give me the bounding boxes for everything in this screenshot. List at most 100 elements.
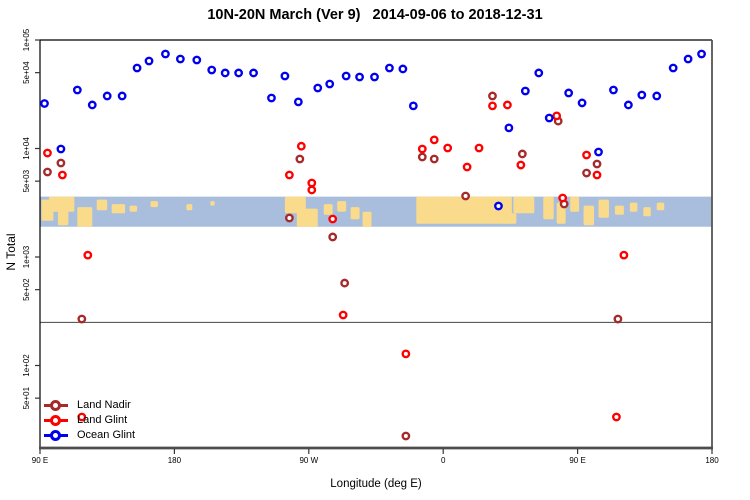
legend-item-ocean-glint: Ocean Glint <box>44 428 135 443</box>
land-patch <box>111 204 126 214</box>
data-point-land-glint <box>43 148 52 158</box>
data-point-land-glint <box>83 250 93 260</box>
data-point-ocean-glint <box>494 201 503 211</box>
data-point-ocean-glint <box>325 79 335 89</box>
data-point-land-glint <box>284 170 294 180</box>
legend-label: Land Glint <box>77 414 128 426</box>
land-patch <box>643 207 651 217</box>
land-patch <box>513 196 535 214</box>
data-point-land-glint <box>619 250 629 260</box>
data-point-land-nadir <box>340 278 350 288</box>
land-patch <box>210 201 215 206</box>
data-point-ocean-glint <box>102 91 112 101</box>
x-tick-label: 90 W <box>299 456 318 465</box>
x-tick-label: 90 E <box>32 456 48 465</box>
y-tick-label: 1e+02 <box>22 354 31 377</box>
world-map-band <box>40 196 712 227</box>
data-point-ocean-glint <box>220 68 230 78</box>
data-point-ocean-glint <box>192 55 202 65</box>
data-point-ocean-glint <box>564 88 574 98</box>
data-point-land-glint <box>516 160 526 170</box>
x-tick-label: 90 E <box>569 456 585 465</box>
data-point-land-nadir <box>582 168 591 178</box>
data-point-land-glint <box>558 193 568 203</box>
legend-label: Land Nadir <box>77 399 131 411</box>
data-point-land-glint <box>307 178 317 188</box>
land-patch <box>296 208 318 227</box>
data-point-ocean-glint <box>385 63 394 73</box>
land-patch <box>570 196 580 212</box>
data-point-ocean-glint <box>697 49 706 59</box>
land-patch <box>507 213 517 224</box>
data-point-ocean-glint <box>504 123 514 133</box>
x-tick-label: 0 <box>441 456 446 465</box>
land-patch <box>96 199 108 211</box>
data-point-ocean-glint <box>534 68 544 78</box>
x-axis-label: Longitude (deg E) <box>330 478 422 490</box>
data-point-land-nadir <box>284 213 294 223</box>
data-point-ocean-glint <box>577 98 587 108</box>
data-point-ocean-glint <box>249 68 258 78</box>
data-point-land-nadir <box>517 149 527 159</box>
data-point-land-glint <box>328 214 338 224</box>
data-point-land-glint <box>307 185 317 195</box>
land-patch <box>323 204 333 215</box>
data-point-ocean-glint <box>355 72 364 82</box>
data-point-land-glint <box>429 135 439 145</box>
data-point-land-nadir <box>328 232 338 242</box>
data-point-ocean-glint <box>683 54 693 64</box>
data-point-land-glint <box>443 143 453 153</box>
y-tick-label: 5e+02 <box>22 278 31 301</box>
land-patch <box>656 202 665 211</box>
data-point-ocean-glint <box>668 63 678 73</box>
data-point-land-glint <box>474 143 484 153</box>
data-point-ocean-glint <box>144 56 154 66</box>
land-patch <box>598 199 609 218</box>
data-point-land-glint <box>296 141 306 151</box>
x-tick-label: 180 <box>705 456 719 465</box>
data-point-land-glint <box>77 412 87 422</box>
data-point-land-glint <box>338 310 348 320</box>
data-point-ocean-glint <box>117 91 127 101</box>
legend-label: Ocean Glint <box>77 429 136 441</box>
y-tick-label: 1e+05 <box>22 28 31 51</box>
data-point-land-glint <box>58 170 67 180</box>
data-point-ocean-glint <box>72 85 82 95</box>
land-patch <box>416 196 512 224</box>
land-patch <box>186 204 193 211</box>
chart-title: 10N-20N March (Ver 9) 2014-09-06 to 2018… <box>207 7 543 23</box>
land-patch <box>337 201 347 212</box>
data-point-land-nadir <box>417 152 427 162</box>
data-point-land-glint <box>401 349 411 359</box>
land-patch <box>543 196 554 220</box>
data-point-land-glint <box>582 150 591 160</box>
y-tick-label: 5e+03 <box>22 169 31 192</box>
data-point-land-glint <box>592 170 602 180</box>
land-patch <box>350 207 360 220</box>
data-point-ocean-glint <box>175 54 185 64</box>
land-patch <box>362 211 372 227</box>
land-patch <box>57 210 69 226</box>
data-point-ocean-glint <box>280 71 290 81</box>
land-patch <box>48 196 75 212</box>
data-point-ocean-glint <box>652 91 662 101</box>
ocean-glint-marker-icon <box>44 428 68 443</box>
data-point-ocean-glint <box>40 99 49 108</box>
data-point-land-glint <box>612 412 621 422</box>
land-patch <box>583 205 595 226</box>
data-point-ocean-glint <box>544 113 554 123</box>
land-glint-marker-icon <box>44 413 68 428</box>
data-point-land-glint <box>488 101 497 111</box>
y-tick-label: 5e+01 <box>22 386 31 409</box>
data-point-ocean-glint <box>609 85 618 95</box>
data-point-ocean-glint <box>520 86 530 96</box>
data-point-ocean-glint <box>594 147 603 157</box>
data-point-land-nadir <box>77 314 87 324</box>
x-tick-label: 180 <box>168 456 182 465</box>
data-point-land-glint <box>503 100 512 110</box>
legend-item-land-nadir: Land Nadir <box>44 398 135 413</box>
data-point-ocean-glint <box>132 63 142 73</box>
data-point-ocean-glint <box>623 100 633 110</box>
